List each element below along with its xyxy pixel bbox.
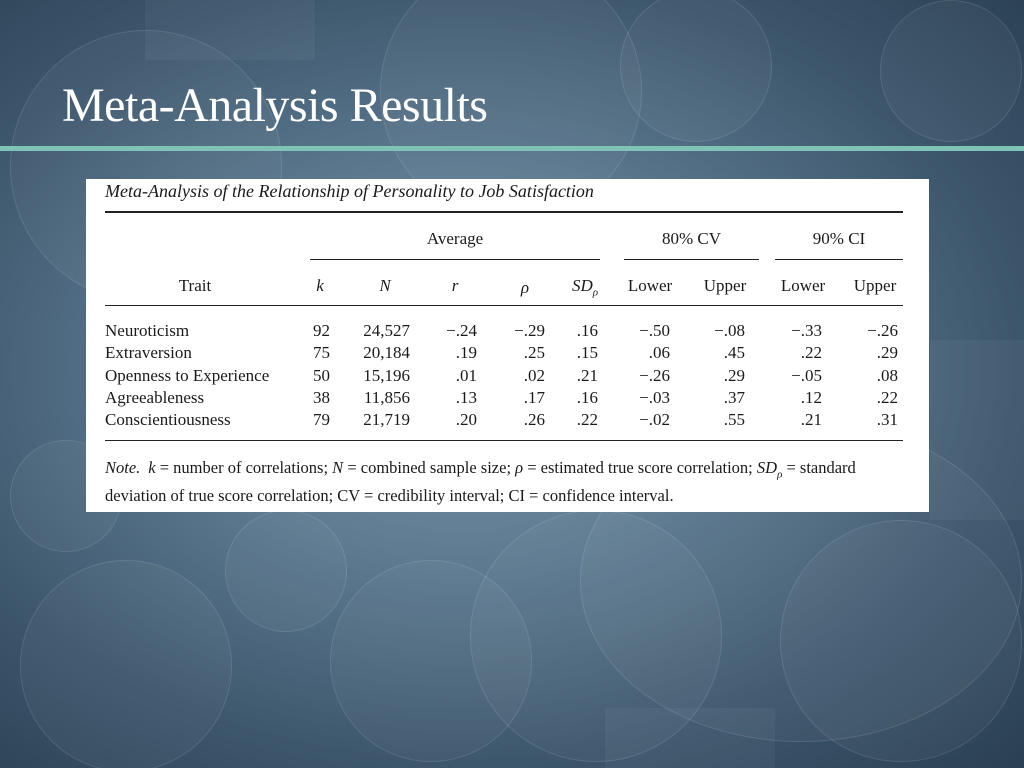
background-circle	[880, 0, 1022, 142]
row-ci-lower: .12	[800, 388, 822, 407]
row-trait: Extraversion	[105, 343, 192, 362]
row-r: .01	[455, 366, 477, 385]
row-k: 50	[313, 366, 330, 385]
row-k: 75	[313, 343, 330, 362]
note-n-symbol: N	[332, 458, 344, 477]
note-sd-definition: = standard deviation of true score corre…	[105, 458, 856, 506]
row-n: 24,527	[363, 321, 410, 340]
group-header-cv: 80% CV	[661, 229, 722, 248]
table-caption: Meta-Analysis of the Relationship of Per…	[105, 181, 594, 201]
row-cv-lower: −.26	[639, 366, 670, 385]
column-header-cv-lower: Lower	[627, 276, 673, 295]
background-rect	[145, 0, 315, 60]
row-cv-upper: −.08	[714, 321, 745, 340]
row-r: .13	[455, 388, 477, 407]
row-ci-upper: −.26	[867, 321, 898, 340]
row-n: 11,856	[363, 388, 410, 407]
note-label: Note.	[105, 458, 141, 477]
note-sd-symbol: SD	[756, 458, 778, 477]
group-rule-ci	[775, 259, 903, 260]
note-rho-definition: = estimated true score correlation;	[523, 458, 757, 477]
header-bottom-rule	[105, 305, 903, 306]
row-trait: Neuroticism	[105, 321, 190, 340]
note-k-definition: = number of correlations;	[155, 458, 333, 477]
column-header-trait: Trait	[178, 276, 212, 295]
table-bottom-rule	[105, 440, 903, 441]
background-rect	[930, 340, 1024, 520]
row-cv-lower: .06	[648, 343, 670, 362]
row-ci-lower: .22	[800, 343, 822, 362]
row-k: 92	[313, 321, 330, 340]
row-trait: Openness to Experience	[105, 366, 270, 385]
slide-title: Meta-Analysis Results	[62, 79, 488, 132]
row-sd: .16	[576, 388, 598, 407]
row-cv-upper: .55	[723, 410, 745, 429]
background-circle	[225, 510, 347, 632]
column-header-sd: SDρ	[560, 276, 610, 302]
background-circle	[620, 0, 772, 142]
note-k-symbol: k	[148, 458, 156, 477]
row-sd: .16	[576, 321, 598, 340]
row-ci-lower: −.33	[791, 321, 822, 340]
row-cv-upper: .45	[723, 343, 745, 362]
row-n: 15,196	[363, 366, 410, 385]
column-header-n: N	[379, 276, 391, 295]
note-sd-subscript: ρ	[777, 468, 783, 481]
group-rule-cv	[624, 259, 759, 260]
row-ci-upper: .08	[876, 366, 898, 385]
group-rule-average	[310, 259, 600, 260]
column-header-ci-lower: Lower	[780, 276, 826, 295]
row-k: 38	[313, 388, 330, 407]
background-circle	[330, 560, 532, 762]
column-header-cv-upper: Upper	[703, 276, 747, 295]
row-trait: Conscientiousness	[105, 410, 231, 429]
note-n-definition: = combined sample size;	[343, 458, 516, 477]
row-cv-lower: −.02	[639, 410, 670, 429]
row-cv-upper: .29	[723, 366, 745, 385]
row-sd: .21	[576, 366, 598, 385]
group-header-average: Average	[426, 229, 484, 248]
row-rho: −.29	[514, 321, 545, 340]
row-r: .20	[455, 410, 477, 429]
column-header-rho: ρ	[520, 278, 530, 297]
row-trait: Agreeableness	[105, 388, 205, 407]
row-cv-lower: −.50	[639, 321, 670, 340]
background-circle	[20, 560, 232, 768]
row-ci-upper: .22	[876, 388, 898, 407]
column-header-ci-upper: Upper	[853, 276, 897, 295]
row-rho: .26	[523, 410, 545, 429]
column-header-sd-subscript: ρ	[592, 286, 599, 299]
background-circle	[780, 520, 1022, 762]
row-ci-lower: .21	[800, 410, 822, 429]
row-ci-upper: .29	[876, 343, 898, 362]
table-note: Note. k = number of correlations; N = com…	[105, 457, 903, 507]
row-cv-upper: .37	[723, 388, 745, 407]
column-header-r: r	[451, 276, 459, 295]
row-sd: .22	[576, 410, 598, 429]
column-header-sd-text: SD	[571, 276, 593, 295]
table-image-panel: Meta-Analysis of the Relationship of Per…	[86, 179, 929, 512]
column-header-k: k	[316, 276, 324, 295]
row-n: 21,719	[363, 410, 410, 429]
group-header-ci: 90% CI	[812, 229, 866, 248]
row-rho: .17	[523, 388, 545, 407]
title-divider	[0, 146, 1024, 151]
row-r: .19	[455, 343, 477, 362]
table-top-rule	[105, 211, 903, 213]
background-rect	[605, 708, 775, 768]
row-r: −.24	[446, 321, 477, 340]
row-rho: .25	[523, 343, 545, 362]
row-sd: .15	[576, 343, 598, 362]
row-k: 79	[313, 410, 330, 429]
note-rho-symbol: ρ	[515, 458, 524, 477]
row-ci-upper: .31	[876, 410, 898, 429]
row-ci-lower: −.05	[791, 366, 822, 385]
row-n: 20,184	[363, 343, 410, 362]
row-cv-lower: −.03	[639, 388, 670, 407]
row-rho: .02	[523, 366, 545, 385]
